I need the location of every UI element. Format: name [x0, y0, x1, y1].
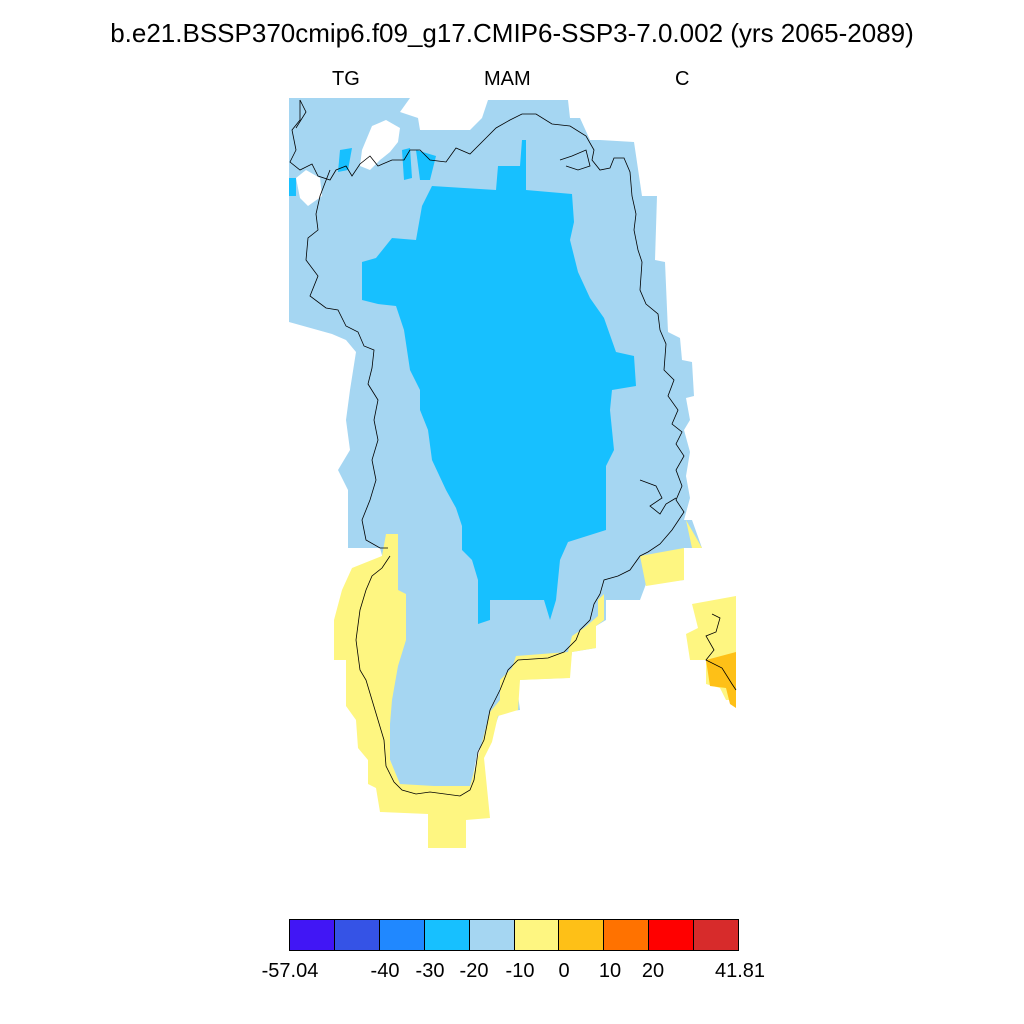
- interior-fragment: [338, 148, 352, 172]
- interior-fragment: [416, 150, 436, 180]
- coast-zone-east: [640, 548, 684, 586]
- colorbar-tick-label: 41.81: [714, 960, 766, 982]
- plot-title: b.e21.BSSP370cmip6.f09_g17.CMIP6-SSP3-7.…: [110, 18, 914, 48]
- coastline-west: [305, 169, 388, 549]
- colorbar-swatch: [469, 920, 515, 950]
- colorbar-swatch: [649, 920, 695, 950]
- colorbar-tick-label: -10: [505, 960, 535, 982]
- interior-fragment: [402, 148, 412, 180]
- map-region-interior: [289, 140, 636, 624]
- colorbar-swatch: [559, 920, 605, 950]
- colorbar-labels: -57.04 -40 -30 -20 -10 0 10 20 41.81: [0, 958, 1024, 988]
- colorbar-tick-label: -30: [415, 960, 445, 982]
- colorbar-swatch: [514, 920, 560, 950]
- interior-zone: [362, 140, 636, 624]
- map-region-warm: [706, 652, 736, 708]
- coastline-ne-fjord: [559, 149, 591, 171]
- colorbar-swatch: [694, 920, 739, 950]
- colorbar-tick-label: 10: [598, 960, 622, 982]
- warm-zone: [706, 652, 736, 708]
- colorbar-swatch: [334, 920, 380, 950]
- coast-zone: [334, 534, 604, 848]
- colorbar-tick-label: -20: [459, 960, 489, 982]
- colorbar-swatch: [290, 920, 335, 950]
- season-label: MAM: [484, 68, 531, 90]
- colorbar-swatch: [379, 920, 425, 950]
- coastline-island: [705, 613, 737, 691]
- coastline-nw: [295, 99, 307, 129]
- coastline: [289, 99, 737, 797]
- variable-label: TG: [332, 68, 360, 90]
- gap: [360, 120, 400, 170]
- colorbar-tick-label: 20: [641, 960, 665, 982]
- colorbar: [289, 919, 739, 951]
- coastline-east-fjord: [639, 479, 677, 515]
- colorbar-swatch: [424, 920, 470, 950]
- interior-fragment: [289, 178, 296, 196]
- colorbar-tick-label: 0: [558, 960, 570, 982]
- colorbar-tick-label: -40: [370, 960, 400, 982]
- gap: [296, 170, 322, 206]
- units-label: C: [675, 68, 690, 90]
- colorbar-swatch: [604, 920, 650, 950]
- colorbar-tick-label: -57.04: [261, 960, 319, 982]
- coast-zone-east: [686, 520, 702, 548]
- coastline-main: [289, 100, 685, 797]
